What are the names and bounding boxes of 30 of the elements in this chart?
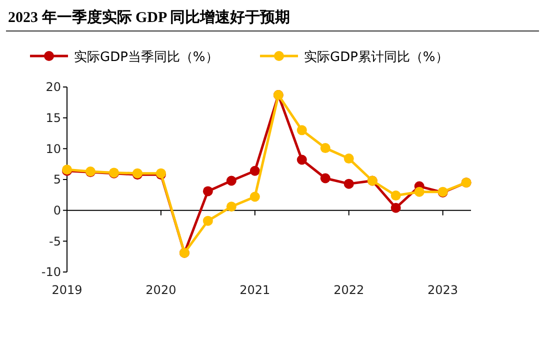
- point: [226, 202, 236, 212]
- legend-label: 实际GDP当季同比（%）: [74, 50, 218, 65]
- point: [296, 125, 307, 136]
- point: [320, 143, 330, 154]
- x-tick-label: 2019: [52, 283, 82, 297]
- y-tick-label: 15: [46, 111, 61, 126]
- point: [390, 190, 401, 201]
- y-tick-label: 5: [53, 172, 61, 187]
- x-tick-label: 2021: [240, 283, 270, 297]
- point: [296, 154, 307, 165]
- legend-label: 实际GDP累计同比（%）: [304, 50, 448, 65]
- y-tick-label: 20: [46, 80, 61, 94]
- y-tick-label: -5: [49, 234, 61, 248]
- point: [250, 192, 260, 202]
- point: [250, 166, 260, 176]
- point: [390, 202, 401, 213]
- point: [202, 186, 213, 196]
- point: [202, 216, 213, 226]
- point: [414, 186, 424, 197]
- x-tick-label: 2023: [428, 283, 458, 297]
- y-tick-label: -10: [41, 265, 61, 280]
- chart-title: 2023 年一季度实际 GDP 同比增速好于预期: [8, 8, 290, 26]
- y-tick-label: 10: [46, 142, 61, 156]
- point: [344, 154, 354, 164]
- point: [226, 176, 236, 186]
- x-tick-label: 2020: [146, 283, 176, 297]
- point: [344, 178, 354, 189]
- point: [320, 173, 330, 184]
- x-tick-label: 2022: [334, 283, 364, 297]
- y-tick-label: 0: [53, 204, 61, 218]
